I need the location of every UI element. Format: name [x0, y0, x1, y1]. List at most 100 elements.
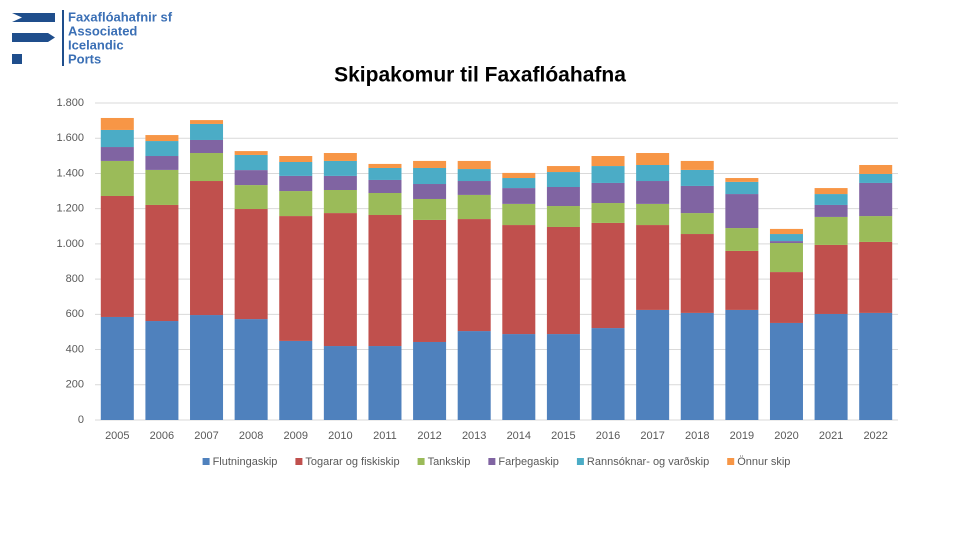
- bar-segment: [769, 234, 803, 242]
- bar-segment: [457, 160, 491, 170]
- bar-segment: [457, 169, 491, 182]
- x-tick-label: 2015: [551, 430, 575, 442]
- x-tick-label: 2021: [819, 430, 843, 442]
- y-tick-label: 800: [66, 273, 84, 285]
- bar-segment: [145, 141, 179, 157]
- legend-swatch: [576, 458, 584, 465]
- bar-segment: [190, 123, 224, 140]
- bar-segment: [546, 334, 580, 420]
- y-tick-label: 1.800: [56, 97, 84, 109]
- logo-text: Ports: [68, 51, 101, 66]
- legend-swatch: [295, 458, 303, 465]
- logo-text: Associated: [68, 23, 137, 38]
- bar-segment: [591, 182, 625, 204]
- bar-segment: [323, 213, 357, 347]
- bar-segment: [323, 160, 357, 176]
- y-tick-label: 1.600: [56, 132, 84, 144]
- bar-segment: [814, 313, 848, 420]
- bar-segment: [368, 167, 402, 180]
- bar-segment: [234, 319, 268, 420]
- bar-segment: [502, 188, 536, 204]
- y-tick-label: 1.400: [56, 167, 84, 179]
- bar-segment: [190, 315, 224, 420]
- bar-segment: [413, 167, 447, 185]
- bar-segment: [368, 192, 402, 216]
- bar-segment: [323, 175, 357, 190]
- bar-segment: [234, 170, 268, 186]
- bar-segment: [368, 346, 402, 420]
- bar-segment: [234, 154, 268, 171]
- x-tick-label: 2008: [239, 430, 263, 442]
- legend-swatch: [417, 458, 425, 465]
- bar-segment: [502, 203, 536, 226]
- x-tick-label: 2017: [640, 430, 664, 442]
- legend-label: Tankskip: [428, 456, 471, 468]
- bar-segment: [502, 334, 536, 420]
- x-tick-label: 2020: [774, 430, 798, 442]
- x-tick-label: 2016: [596, 430, 620, 442]
- bar-segment: [145, 321, 179, 420]
- bar-segment: [680, 185, 714, 214]
- bar-segment: [457, 331, 491, 420]
- bar-segment: [413, 341, 447, 420]
- bar-segment: [725, 250, 759, 310]
- bar-segment: [680, 169, 714, 186]
- bar-segment: [859, 164, 893, 174]
- bar-segment: [100, 129, 134, 148]
- bar-segment: [769, 241, 803, 244]
- bar-segment: [546, 226, 580, 335]
- bar-segment: [100, 147, 134, 161]
- y-tick-label: 600: [66, 308, 84, 320]
- bar-segment: [814, 204, 848, 217]
- bar-segment: [234, 185, 268, 210]
- bar-segment: [234, 151, 268, 155]
- bar-segment: [279, 161, 313, 176]
- bar-segment: [323, 346, 357, 420]
- bar-segment: [769, 272, 803, 323]
- bar-segment: [323, 189, 357, 214]
- bar-segment: [680, 234, 714, 313]
- logo-text: Icelandic: [68, 37, 124, 52]
- bar-segment: [859, 216, 893, 242]
- bar-segment: [591, 328, 625, 420]
- bar-segment: [769, 243, 803, 273]
- bar-segment: [279, 340, 313, 420]
- bar-segment: [279, 216, 313, 341]
- bar-segment: [591, 156, 625, 167]
- bar-segment: [368, 163, 402, 168]
- bar-segment: [546, 166, 580, 173]
- chart-title: Skipakomur til Faxaflóahafna: [334, 64, 626, 87]
- x-tick-label: 2019: [730, 430, 754, 442]
- bar-segment: [725, 228, 759, 251]
- bar-segment: [100, 195, 134, 317]
- bar-segment: [234, 209, 268, 320]
- bar-segment: [368, 215, 402, 347]
- bar-segment: [368, 179, 402, 193]
- bar-segment: [279, 156, 313, 162]
- bar-segment: [859, 173, 893, 183]
- x-tick-label: 2012: [417, 430, 441, 442]
- legend-label: Rannsóknar- og varðskip: [587, 456, 709, 468]
- bar-segment: [190, 139, 224, 154]
- bar-segment: [725, 178, 759, 182]
- bar-segment: [636, 225, 670, 310]
- bar-segment: [725, 194, 759, 229]
- bar-segment: [457, 181, 491, 195]
- bar-segment: [769, 322, 803, 420]
- bar-segment: [100, 117, 134, 130]
- bar-segment: [145, 135, 179, 142]
- bar-segment: [190, 181, 224, 316]
- y-tick-label: 0: [78, 414, 84, 426]
- bar-segment: [100, 316, 134, 420]
- bar-segment: [413, 160, 447, 168]
- bar-segment: [145, 156, 179, 170]
- bar-segment: [725, 181, 759, 195]
- bar-segment: [636, 203, 670, 226]
- bar-segment: [546, 172, 580, 188]
- y-tick-label: 1.200: [56, 203, 84, 215]
- bar-segment: [591, 166, 625, 183]
- bar-segment: [190, 120, 224, 124]
- bar-segment: [859, 241, 893, 313]
- legend-swatch: [488, 458, 496, 465]
